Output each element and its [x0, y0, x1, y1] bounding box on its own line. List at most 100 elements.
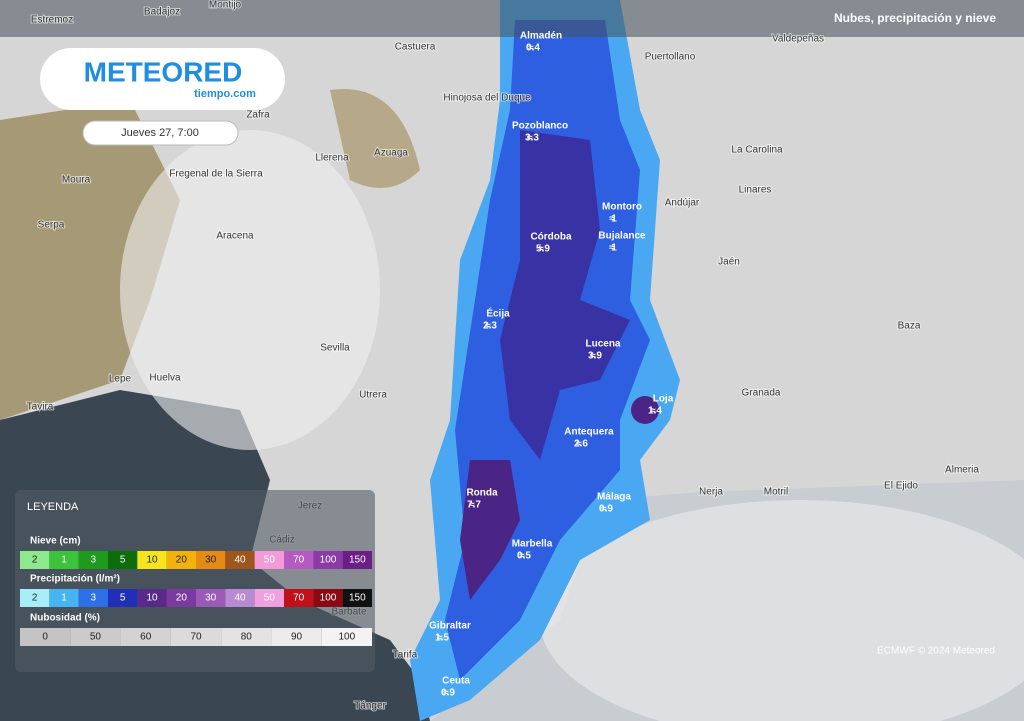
scale-label: 60	[140, 632, 152, 643]
scale-cell	[137, 551, 167, 569]
station-precip: 0.9	[441, 688, 455, 699]
scale-label: 40	[234, 593, 246, 604]
scale-label: 5	[120, 593, 126, 604]
scale-cell	[313, 589, 343, 607]
station-name: Lucena	[585, 339, 620, 350]
rain-icon: ≈	[576, 439, 582, 450]
scale-label: 100	[320, 555, 337, 566]
place-label: El Ejido	[884, 481, 918, 492]
rain-icon: ≈	[528, 43, 534, 54]
place-label: Utrera	[359, 390, 387, 401]
scale-cell	[170, 628, 222, 646]
station-precip: 2.3	[483, 321, 497, 332]
scale-label: 30	[205, 593, 217, 604]
scale-label: 40	[234, 555, 246, 566]
precip-core	[631, 396, 659, 424]
terrain	[330, 89, 420, 188]
station-name: Marbella	[512, 539, 553, 550]
place-label: Tarifa	[393, 650, 418, 661]
scale-cell	[342, 551, 372, 569]
scale-cell	[78, 551, 108, 569]
scale-label: 70	[190, 632, 202, 643]
place-label: Granada	[742, 388, 781, 399]
scale-cell	[196, 589, 226, 607]
rain-icon: ≈	[609, 243, 615, 254]
place-label: Castuera	[395, 42, 436, 53]
scale-label: 70	[293, 593, 305, 604]
scale-label: 10	[146, 555, 158, 566]
scale-label: 1	[61, 555, 67, 566]
scale-label: 20	[176, 593, 188, 604]
station-name: Antequera	[564, 427, 614, 438]
place-label: Motril	[764, 487, 788, 498]
logo: METEORED	[84, 56, 243, 87]
scale-label: 50	[90, 632, 102, 643]
scale-cell	[20, 589, 50, 607]
cloud	[540, 500, 1024, 721]
scale-label: 20	[176, 555, 188, 566]
station-precip: 1.4	[648, 406, 662, 417]
station-precip: 1	[611, 214, 617, 225]
station-precip: 3.3	[525, 133, 539, 144]
place-label: La Carolina	[731, 145, 783, 156]
station-name: Córdoba	[530, 232, 572, 243]
date-pill	[82, 120, 239, 146]
scale-cell	[78, 589, 108, 607]
place-label: Hinojosa del Duque	[443, 93, 531, 104]
station-name: Loja	[653, 394, 674, 405]
scale-cell	[225, 589, 255, 607]
scale-label: 150	[349, 555, 366, 566]
legend: LEYENDA Nieve (cm)2 1 3 5 10 20 30 40 50 70 100 150…	[15, 490, 375, 672]
scale-label: 2	[32, 593, 38, 604]
station-precip: 1.5	[435, 633, 449, 644]
scale-label: 10	[146, 593, 158, 604]
scale-cell	[20, 551, 50, 569]
place-label: Andújar	[665, 198, 700, 209]
places: Estremoz Badajoz Montijo Castuera Puertollan…	[26, 0, 981, 713]
place-label: Linares	[739, 185, 772, 196]
station-name: Pozoblanco	[512, 121, 568, 132]
scale-label: 90	[291, 632, 303, 643]
place-label: Azuaga	[374, 148, 408, 159]
logo-box	[40, 48, 285, 110]
rain-icon: ≈	[538, 244, 544, 255]
rain-icon: ≈	[609, 214, 615, 225]
station-name: Ronda	[466, 488, 498, 499]
station-name: Gibraltar	[429, 621, 471, 632]
place-label: Serpa	[38, 220, 65, 231]
scale-cell	[284, 551, 314, 569]
place-label: Fregenal de la Sierra	[169, 169, 263, 180]
scale-cell	[108, 551, 138, 569]
place-label: Sevilla	[320, 343, 350, 354]
scale-cell	[313, 551, 343, 569]
station-name: Málaga	[597, 492, 631, 503]
station-precip: 2.6	[574, 439, 588, 450]
scale-title: Precipitación (l/m²)	[30, 574, 120, 585]
date: Jueves 27, 7:00	[121, 127, 199, 139]
scale-cell	[166, 589, 196, 607]
place-label: Almeria	[945, 465, 979, 476]
scale-cell	[20, 628, 71, 646]
place-label: Huelva	[149, 373, 181, 384]
scale-cell	[120, 628, 171, 646]
scale-label: 100	[320, 593, 337, 604]
top-bar	[0, 0, 1024, 37]
rain-icon: ≈	[469, 500, 475, 511]
scale-cell	[49, 551, 79, 569]
place-label: Nerja	[699, 487, 723, 498]
scale-cell	[254, 589, 284, 607]
precip-core	[460, 460, 520, 600]
station-name: Ceuta	[442, 676, 470, 687]
station-name: Écija	[486, 307, 510, 320]
scale-label: 2	[32, 555, 38, 566]
scale-label: 3	[91, 593, 97, 604]
rain-icon: ≈	[590, 351, 596, 362]
scale-cell	[166, 551, 196, 569]
map-title: Nubes, precipitación y nieve	[834, 11, 996, 25]
scale-cell	[108, 589, 138, 607]
place-label: Valdepeñas	[772, 34, 824, 45]
rain-icon: ≈	[601, 504, 607, 515]
cloud	[120, 130, 380, 450]
station-precip: 0.5	[517, 551, 531, 562]
